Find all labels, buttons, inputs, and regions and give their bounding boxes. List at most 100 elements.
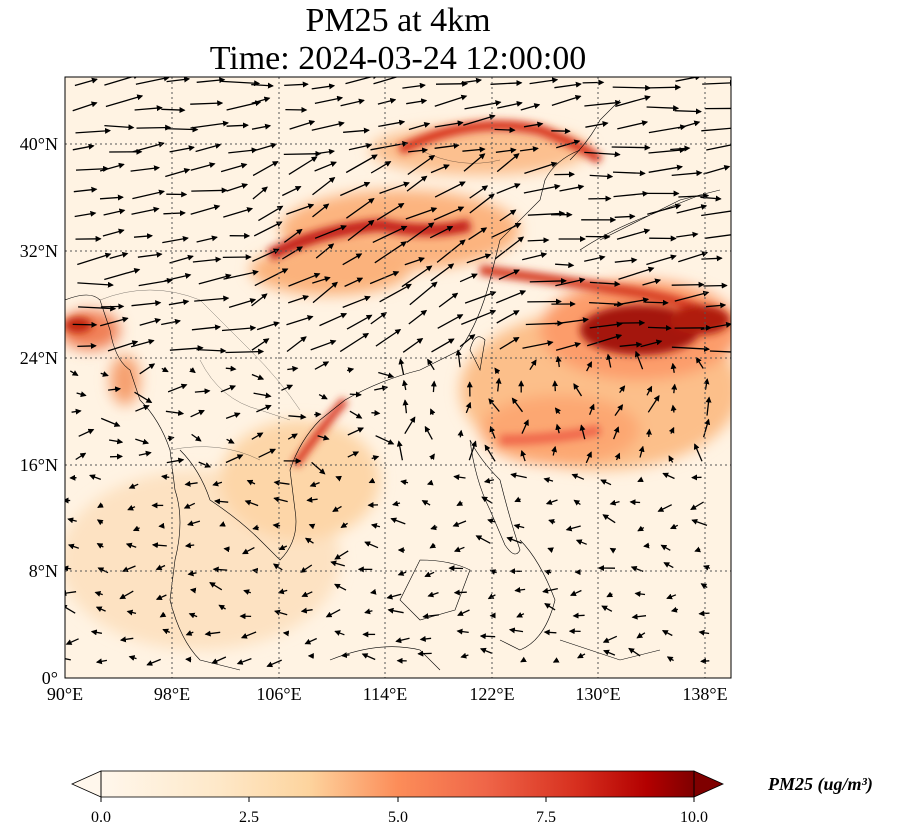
wind-arrow (348, 142, 373, 151)
wind-arrow (282, 630, 290, 637)
wind-arrow (671, 345, 710, 352)
wind-arrow (468, 440, 477, 461)
wind-arrow (674, 108, 702, 115)
wind-arrow (634, 350, 644, 370)
wind-arrow (132, 189, 165, 200)
wind-arrow (104, 77, 140, 86)
wind-arrow (421, 500, 431, 506)
wind-arrow (431, 338, 455, 353)
wind-arrow (183, 502, 196, 509)
wind-arrow (158, 522, 165, 529)
wind-arrow (619, 341, 643, 348)
wind-arrow (462, 146, 486, 153)
wind-arrow (429, 408, 436, 416)
lat-tick-label: 16°N (20, 455, 58, 475)
wind-arrow (191, 324, 221, 331)
wind-arrow (468, 227, 488, 241)
wind-arrow (104, 267, 141, 281)
wind-arrow (585, 121, 609, 128)
wind-arrow (463, 153, 486, 172)
wind-arrow (429, 453, 435, 461)
wind-arrow (310, 339, 337, 351)
wind-arrow (648, 164, 683, 173)
wind-arrow (283, 150, 322, 157)
pm25-field (65, 77, 731, 678)
wind-arrow (168, 299, 190, 306)
wind-arrow (422, 613, 439, 620)
wind-arrow (666, 593, 677, 600)
wind-arrow (469, 193, 495, 214)
wind-arrow (542, 587, 558, 594)
wind-arrow (551, 445, 557, 456)
wind-arrow (495, 147, 517, 154)
wind-arrow (188, 612, 198, 619)
wind-arrow (219, 521, 226, 527)
wind-arrow (198, 273, 232, 285)
wind-arrow (256, 321, 280, 331)
wind-arrow (100, 417, 121, 427)
wind-arrow (378, 119, 406, 128)
wind-arrow (695, 356, 704, 369)
wind-arrow (251, 82, 274, 89)
wind-arrow (587, 333, 623, 347)
wind-arrow (100, 371, 109, 377)
wind-arrow (220, 385, 237, 393)
colorbar-label: PM25 (ug/m³) (768, 774, 873, 794)
wind-arrow (246, 479, 256, 486)
wind-arrow (242, 547, 255, 555)
wind-arrow (364, 541, 379, 549)
wind-arrow (251, 432, 264, 440)
wind-arrow (600, 479, 612, 486)
wind-arrow (513, 523, 525, 530)
wind-arrow (370, 161, 392, 174)
wind-arrow (616, 228, 651, 240)
wind-arrow (281, 246, 303, 260)
wind-arrow (434, 181, 466, 198)
wind-arrow (466, 253, 492, 264)
wind-arrow (312, 281, 338, 304)
wind-arrow (438, 292, 459, 308)
wind-arrow (244, 499, 259, 507)
wind-arrow (586, 361, 593, 372)
wind-arrow (691, 518, 708, 527)
wind-arrow (637, 476, 644, 483)
wind-arrow (671, 281, 705, 288)
wind-arrow (463, 114, 496, 126)
wind-arrow (252, 161, 279, 177)
wind-arrow (218, 604, 226, 611)
wind-arrow (453, 589, 467, 596)
wind-arrow (166, 77, 191, 83)
wind-arrow (527, 210, 566, 217)
lon-tick-label: 90°E (47, 684, 83, 704)
wind-arrow (481, 496, 493, 504)
wind-arrow (703, 165, 731, 175)
wind-arrow (588, 403, 595, 416)
wind-arrow (589, 173, 614, 180)
wind-arrow (89, 474, 102, 481)
wind-arrow (325, 609, 341, 618)
lon-tick-label: 106°E (256, 684, 301, 704)
wind-arrow (225, 365, 237, 372)
wind-arrow (191, 433, 202, 442)
wind-arrow (190, 162, 216, 171)
wind-arrow (406, 222, 435, 243)
wind-arrow (212, 566, 228, 573)
wind-arrow (72, 143, 95, 151)
wind-arrow (287, 365, 299, 372)
wind-arrow (342, 295, 371, 309)
wind-arrow (615, 95, 651, 108)
wind-arrow (575, 539, 587, 545)
wind-arrow (190, 409, 205, 418)
wind-arrow (666, 656, 674, 663)
wind-arrow (135, 438, 150, 445)
wind-arrow (645, 428, 652, 437)
wind-arrow (461, 309, 497, 326)
wind-arrow (165, 409, 185, 416)
wind-arrow (228, 298, 257, 309)
wind-arrow (401, 379, 408, 391)
wind-arrow (137, 251, 163, 258)
wind-arrow (614, 257, 638, 264)
wind-arrow (286, 336, 307, 353)
wind-arrow (225, 348, 265, 355)
wind-arrow (572, 612, 585, 619)
